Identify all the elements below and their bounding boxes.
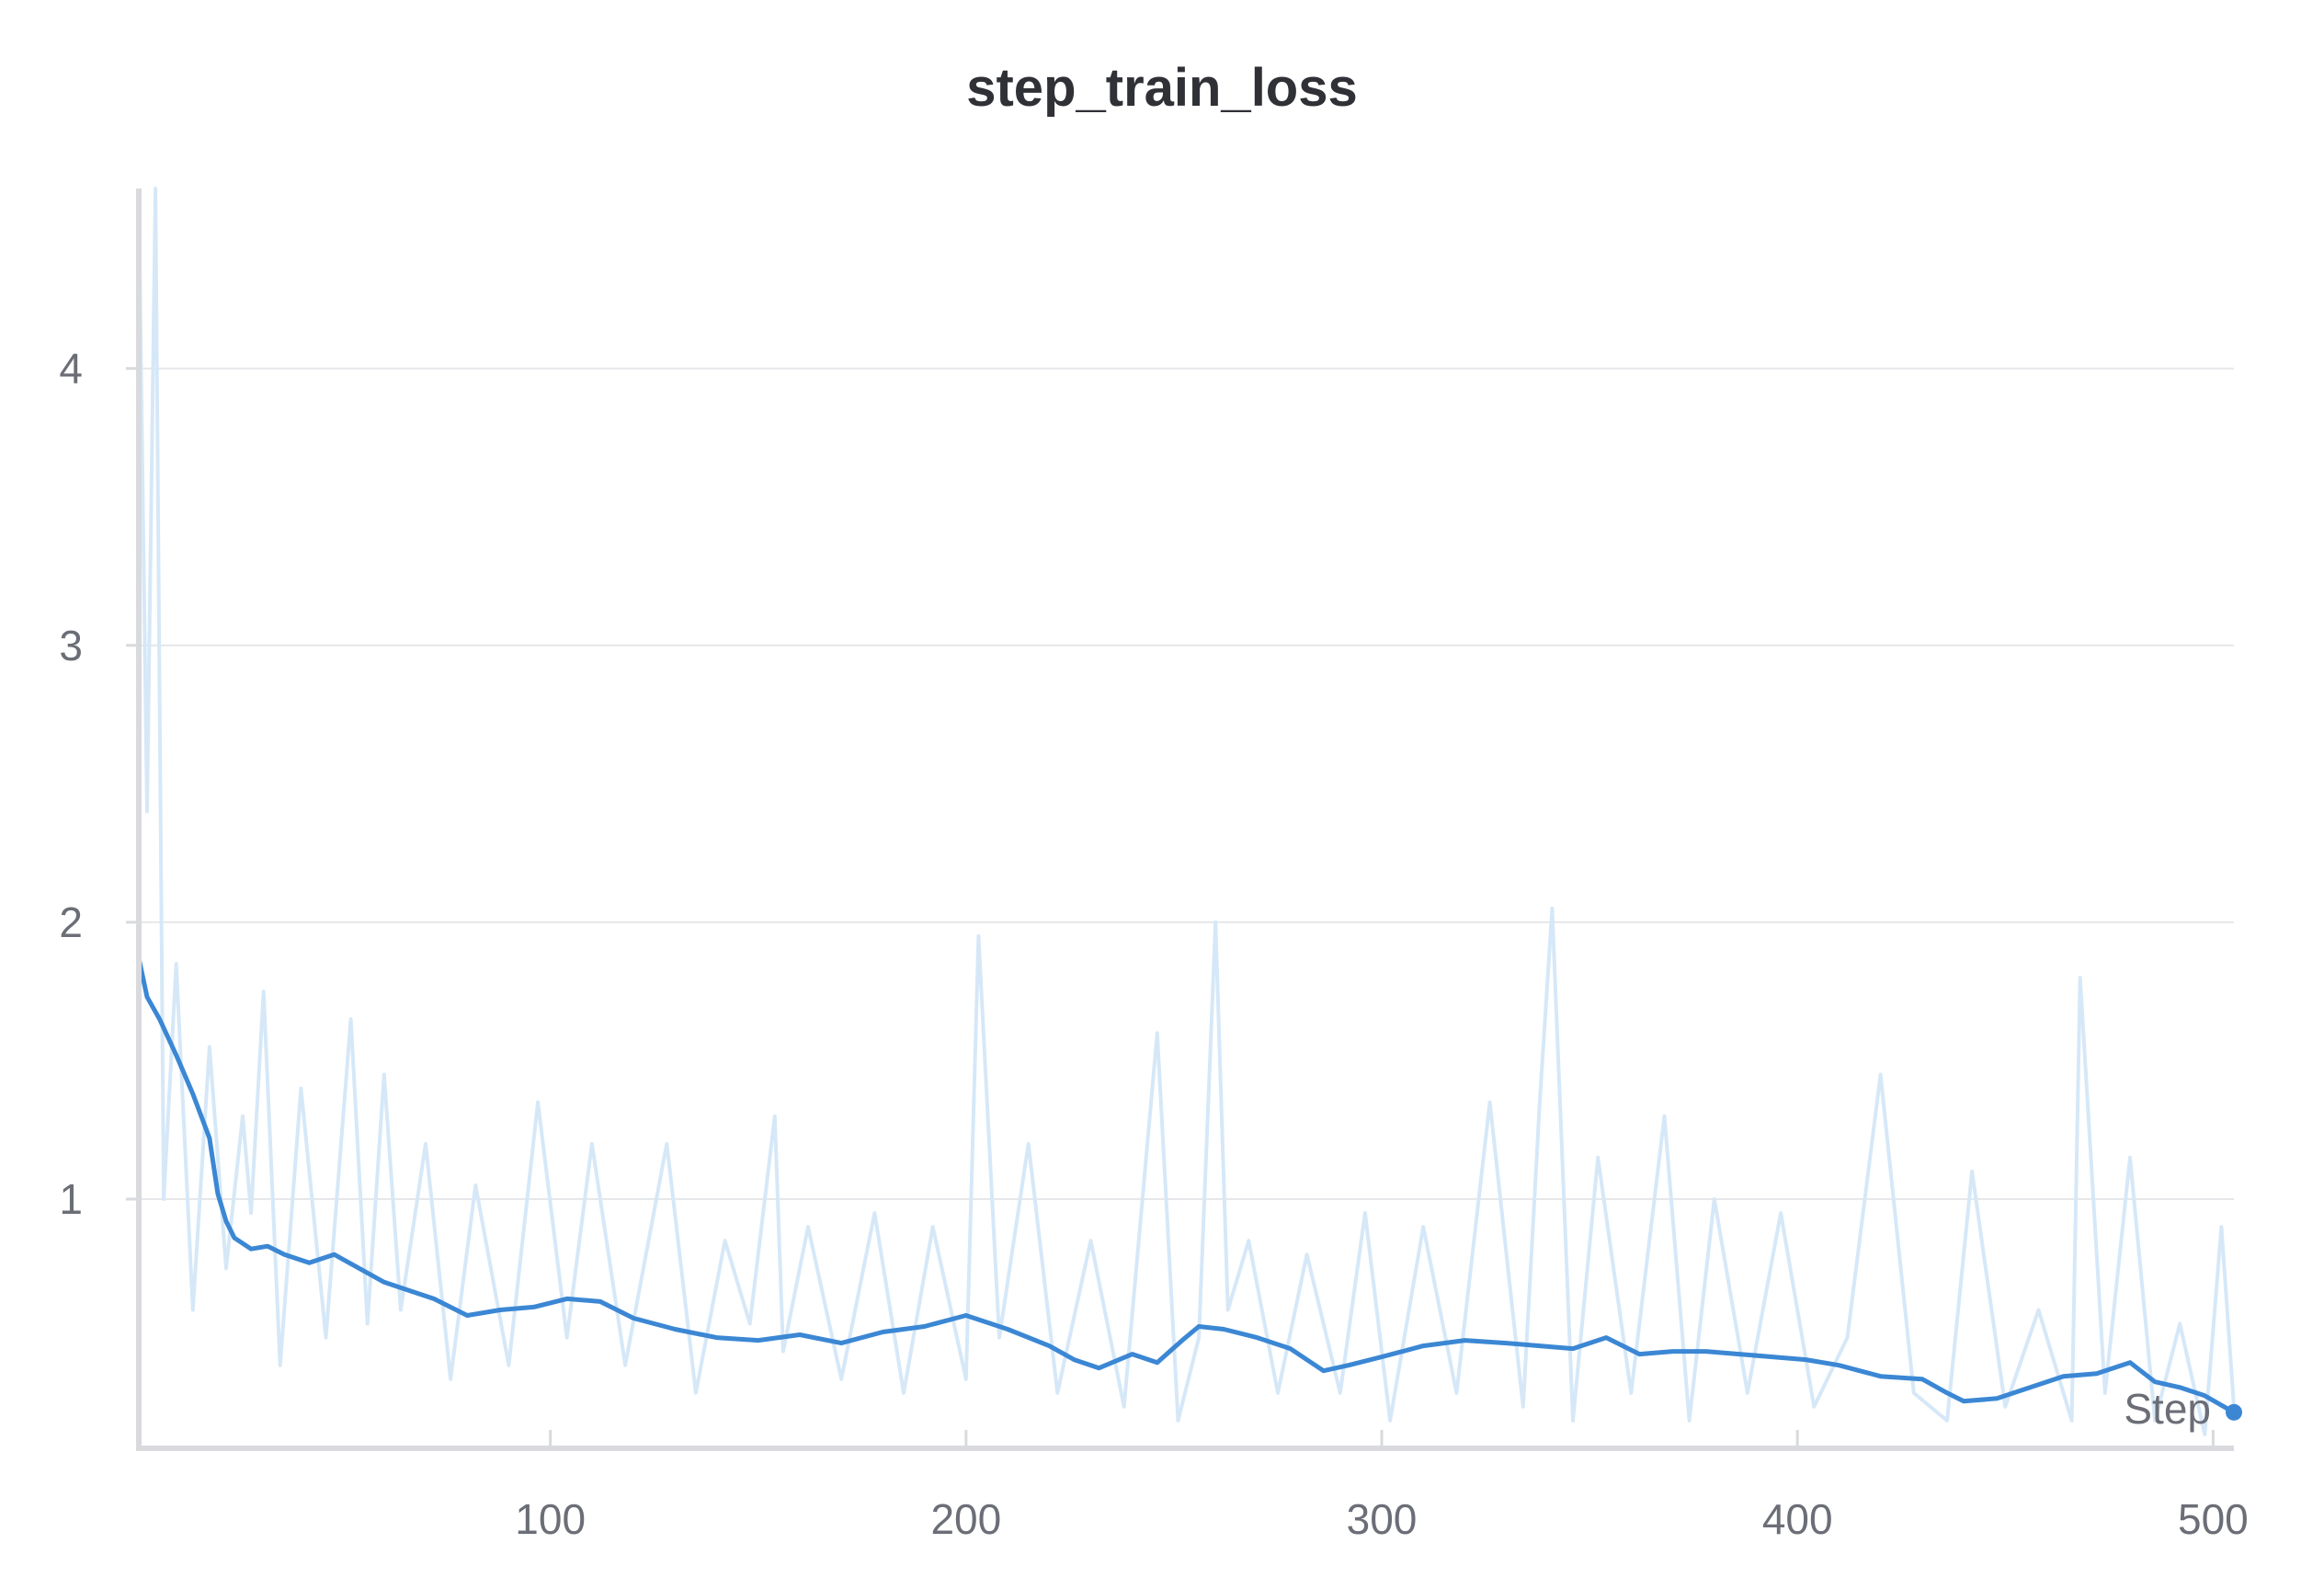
chart-title: step_train_loss bbox=[966, 58, 1358, 118]
raw-loss-line[interactable] bbox=[137, 187, 2236, 1436]
x-axis-label: Step bbox=[2124, 1385, 2211, 1433]
y-tick-label-2: 2 bbox=[59, 898, 83, 946]
x-tick-labels: 100 200 300 400 500 bbox=[515, 1430, 2249, 1543]
x-tick-label-100: 100 bbox=[515, 1495, 586, 1543]
x-tick-label-200: 200 bbox=[930, 1495, 1001, 1543]
y-tick-labels: 1 2 3 4 bbox=[59, 345, 139, 1223]
smoothed-loss-line[interactable] bbox=[136, 957, 2236, 1415]
x-tick-label-500: 500 bbox=[2178, 1495, 2249, 1543]
series-end-marker[interactable] bbox=[2226, 1403, 2242, 1421]
x-tick-label-300: 300 bbox=[1347, 1495, 1418, 1543]
y-tick-label-3: 3 bbox=[59, 622, 83, 669]
series-lines bbox=[136, 187, 2236, 1436]
x-tick-label-400: 400 bbox=[1762, 1495, 1833, 1543]
grid-lines bbox=[139, 367, 2234, 1201]
y-tick-label-1: 1 bbox=[59, 1175, 83, 1223]
y-tick-label-4: 4 bbox=[59, 345, 83, 393]
